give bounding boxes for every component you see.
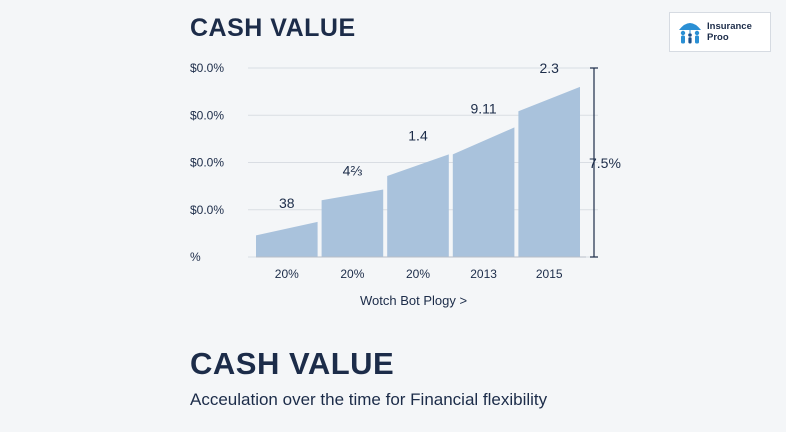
y-tick-label: $0.0%	[190, 203, 224, 217]
data-label: 2.3	[539, 60, 559, 76]
y-tick-label: $0.0%	[190, 108, 224, 122]
family-umbrella-icon	[679, 23, 701, 44]
area-segment	[321, 189, 384, 257]
x-tick-label: 20%	[340, 267, 364, 281]
y-tick-label: $0.0%	[190, 156, 224, 170]
data-label: 38	[279, 195, 295, 211]
data-label: 1.4	[408, 127, 428, 143]
data-label: 4⅔	[343, 163, 363, 179]
section-title: CASH VALUE	[190, 346, 395, 381]
x-tick-label: 20%	[406, 267, 430, 281]
y-tick-label: $0.0%	[190, 61, 224, 75]
area-segment	[256, 221, 318, 257]
section-subtitle: Acceulation over the time for Financial …	[190, 390, 548, 409]
area-segment	[518, 86, 580, 258]
area-segment	[387, 154, 449, 257]
y-tick-label: %	[190, 250, 201, 264]
x-tick-label: 20%	[275, 267, 299, 281]
area-segment	[452, 127, 515, 258]
x-tick-label: 2013	[470, 267, 497, 281]
insurance-logo[interactable]: Insurance Proo	[669, 12, 771, 52]
chart-title: CASH VALUE	[190, 14, 356, 42]
x-tick-label: 2015	[536, 267, 563, 281]
data-label: 9.11	[470, 100, 496, 116]
watch-link[interactable]: Wotch Bot Plogy >	[360, 293, 468, 308]
logo-line-2: Proo	[707, 32, 729, 43]
logo-line-1: Insurance	[707, 21, 752, 32]
right-annotation: 7.5%	[589, 155, 621, 171]
